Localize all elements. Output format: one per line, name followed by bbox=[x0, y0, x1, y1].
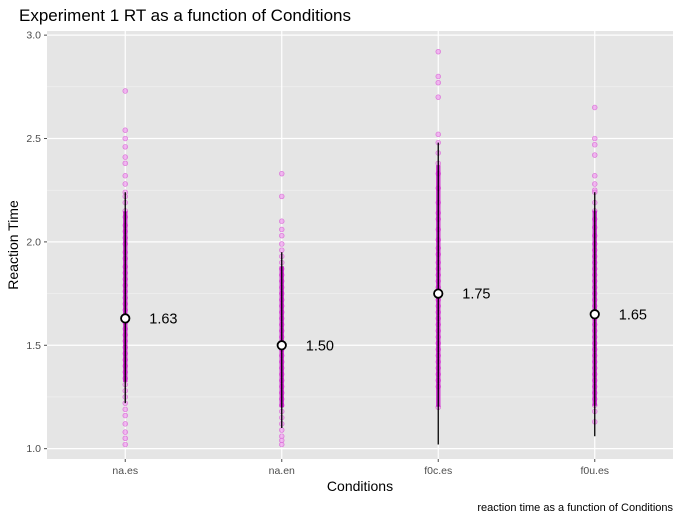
mean-label: 1.63 bbox=[149, 311, 177, 327]
data-point bbox=[279, 247, 285, 253]
data-point bbox=[122, 429, 128, 435]
mean-label: 1.75 bbox=[462, 287, 490, 303]
chart-title: Experiment 1 RT as a function of Conditi… bbox=[19, 6, 351, 25]
data-point bbox=[122, 127, 128, 133]
data-point bbox=[279, 170, 285, 177]
data-point bbox=[122, 135, 128, 142]
data-point bbox=[279, 226, 285, 233]
mean-point bbox=[433, 288, 444, 299]
y-tick-label: 2.5 bbox=[26, 133, 41, 145]
mean-label: 1.50 bbox=[306, 338, 334, 354]
data-point bbox=[279, 427, 285, 433]
mean-point bbox=[276, 340, 287, 351]
data-point bbox=[592, 173, 598, 179]
mean-point bbox=[120, 313, 131, 324]
data-point bbox=[122, 181, 128, 187]
y-axis-title: Reaction Time bbox=[5, 200, 21, 290]
data-point bbox=[122, 144, 128, 150]
x-tick-label: na.en bbox=[269, 465, 295, 477]
chart-caption: reaction time as a function of Condition… bbox=[477, 502, 673, 514]
x-tick-label: na.es bbox=[112, 465, 138, 477]
data-point bbox=[435, 48, 441, 55]
data-point bbox=[122, 88, 128, 94]
panel-background bbox=[47, 31, 673, 459]
data-point bbox=[435, 73, 441, 80]
x-tick-label: f0u.es bbox=[580, 465, 609, 477]
plot-panel: 1.63 1.50 1.75 1.65 bbox=[47, 31, 673, 459]
x-tick-label: f0c.es bbox=[424, 465, 452, 477]
data-point bbox=[122, 160, 128, 167]
y-tick-label: 3.0 bbox=[26, 30, 41, 42]
data-point bbox=[122, 441, 128, 448]
y-tick-label: 1.0 bbox=[26, 443, 41, 455]
y-tick-label: 2.0 bbox=[26, 236, 41, 248]
data-point bbox=[279, 218, 285, 224]
x-axis: na.es na.en f0c.es f0u.es bbox=[112, 459, 609, 477]
data-point bbox=[435, 94, 441, 100]
data-point bbox=[435, 79, 441, 86]
mean-label: 1.65 bbox=[619, 307, 647, 323]
data-point bbox=[122, 421, 128, 427]
data-point bbox=[122, 173, 128, 179]
mean-point bbox=[589, 309, 600, 320]
data-point bbox=[122, 154, 128, 160]
y-tick-label: 1.5 bbox=[26, 340, 41, 352]
data-point bbox=[279, 241, 285, 247]
data-point bbox=[122, 406, 128, 413]
data-point bbox=[279, 232, 285, 239]
data-point bbox=[592, 181, 598, 187]
data-point bbox=[592, 104, 598, 111]
data-point bbox=[592, 152, 598, 158]
data-point bbox=[122, 412, 128, 419]
x-axis-title: Conditions bbox=[327, 478, 393, 494]
data-point bbox=[279, 193, 285, 200]
data-point bbox=[279, 441, 285, 448]
data-point bbox=[592, 135, 598, 142]
data-point bbox=[592, 142, 598, 148]
y-axis: 1.0 1.5 2.0 2.5 3.0 bbox=[26, 30, 47, 455]
data-point bbox=[122, 435, 128, 442]
data-point bbox=[435, 131, 441, 138]
